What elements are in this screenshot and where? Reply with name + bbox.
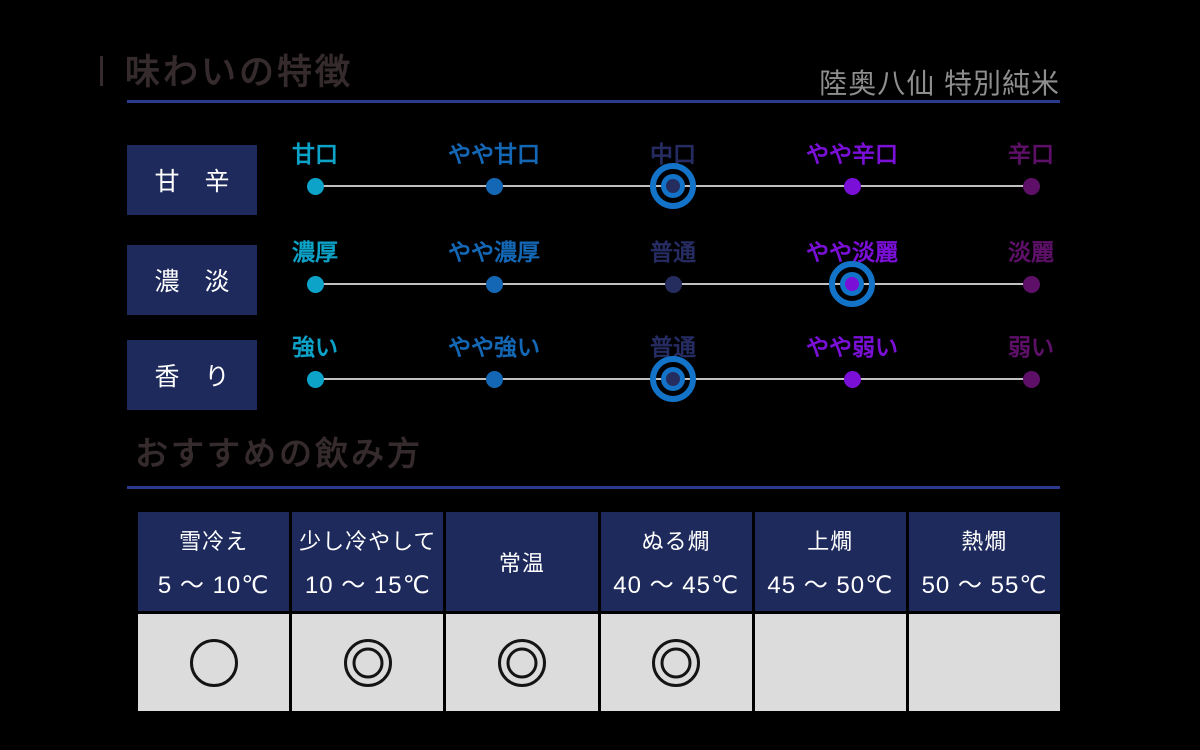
taste-section-divider — [127, 100, 1060, 103]
rating-double-circle-icon — [497, 638, 546, 687]
serving-name: ぬる燗 — [641, 528, 711, 554]
scale-point-label: 弱い — [1008, 334, 1054, 360]
scale-point-dot — [307, 178, 324, 195]
rating-double-circle-icon — [652, 638, 701, 687]
title-tick-decoration — [100, 56, 103, 86]
scale-point-label: やや濃厚 — [448, 239, 540, 265]
serving-rating-cell — [600, 614, 752, 711]
serving-temp: 40 ～ 45℃ — [613, 571, 739, 599]
serving-header-atsukan: 熱燗 50 ～ 55℃ — [908, 512, 1060, 611]
scale-point-label: 中口 — [650, 141, 696, 167]
serving-rating-cell-empty — [908, 614, 1060, 711]
scale-label-text: 香 り — [154, 363, 230, 391]
serving-name: 熱燗 — [961, 528, 1008, 554]
serving-name: 常温 — [498, 550, 545, 576]
bullseye-center-dot — [666, 372, 680, 386]
selected-bullseye-marker — [829, 261, 875, 307]
bullseye-center-dot — [845, 277, 859, 291]
product-name: 陸奥八仙 特別純米 — [819, 68, 1060, 99]
serving-temp: 50 ～ 55℃ — [921, 571, 1048, 599]
serving-name: 雪冷え — [179, 528, 249, 554]
scale-label-text: 濃 淡 — [154, 268, 230, 296]
serving-header-nurukan: ぬる燗 40 ～ 45℃ — [600, 512, 752, 611]
bullseye-mid-ring — [661, 367, 685, 391]
serving-header-joukan: 上燗 45 ～ 50℃ — [754, 512, 906, 611]
serving-temp: 45 ～ 50℃ — [767, 571, 894, 599]
selected-bullseye-marker — [650, 163, 696, 209]
scale-point-dot — [1023, 371, 1040, 388]
scale-point-label: 普通 — [650, 334, 696, 360]
scale-point-label: 甘口 — [292, 141, 338, 167]
bullseye-mid-ring — [661, 174, 685, 198]
scale-point-dot — [486, 178, 503, 195]
serving-rating-cell-empty — [754, 614, 906, 711]
bullseye-center-dot — [666, 179, 680, 193]
bullseye-mid-ring — [840, 272, 864, 296]
scale-label-sweet-dry: 甘 辛 — [127, 145, 257, 215]
serving-header-jouon: 常温 — [446, 512, 598, 611]
scale-point-label: やや甘口 — [448, 141, 540, 167]
scale-point-label: やや淡麗 — [806, 239, 898, 265]
serving-rating-cell — [446, 614, 598, 711]
serving-section-divider — [127, 486, 1060, 489]
serving-table: 雪冷え 5 ～ 10℃ 少し冷やして 10 ～ 15℃ 常温 ぬる燗 40 ～ … — [138, 512, 1060, 711]
scale-point-label: やや弱い — [806, 334, 898, 360]
serving-name: 上燗 — [807, 528, 854, 554]
serving-name: 少し冷やして — [299, 528, 437, 554]
serving-header-yukihie: 雪冷え 5 ～ 10℃ — [138, 512, 290, 611]
serving-temp: 5 ～ 10℃ — [157, 571, 270, 599]
serving-temp: 10 ～ 15℃ — [304, 571, 431, 599]
serving-rating-cell — [292, 614, 444, 711]
scale-point-label: やや辛口 — [806, 141, 898, 167]
taste-section-title: 味わいの特徴 — [125, 53, 354, 92]
serving-header-sukoshi-hiyashite: 少し冷やして 10 ～ 15℃ — [292, 512, 444, 611]
scale-label-aroma: 香 り — [127, 340, 257, 410]
scale-point-dot — [307, 276, 324, 293]
scale-point-label: 普通 — [650, 239, 696, 265]
scale-label-rich-light: 濃 淡 — [127, 245, 257, 315]
scale-point-dot — [665, 276, 682, 293]
scale-point-label: 強い — [292, 334, 338, 360]
scale-point-label: 淡麗 — [1008, 239, 1054, 265]
serving-section-title: おすすめの飲み方 — [135, 437, 423, 473]
scale-point-label: やや強い — [448, 334, 540, 360]
rating-double-circle-icon — [343, 638, 392, 687]
scale-point-label: 濃厚 — [292, 239, 338, 265]
selected-bullseye-marker — [650, 356, 696, 402]
scale-point-dot — [486, 276, 503, 293]
scale-point-dot — [844, 371, 861, 388]
scale-point-dot — [307, 371, 324, 388]
serving-rating-cell — [138, 614, 290, 711]
scale-label-text: 甘 辛 — [154, 168, 230, 196]
rating-single-circle-icon — [189, 638, 238, 687]
scale-point-label: 辛口 — [1008, 141, 1054, 167]
scale-point-dot — [1023, 276, 1040, 293]
scale-point-dot — [844, 178, 861, 195]
scale-point-dot — [486, 371, 503, 388]
scale-point-dot — [1023, 178, 1040, 195]
